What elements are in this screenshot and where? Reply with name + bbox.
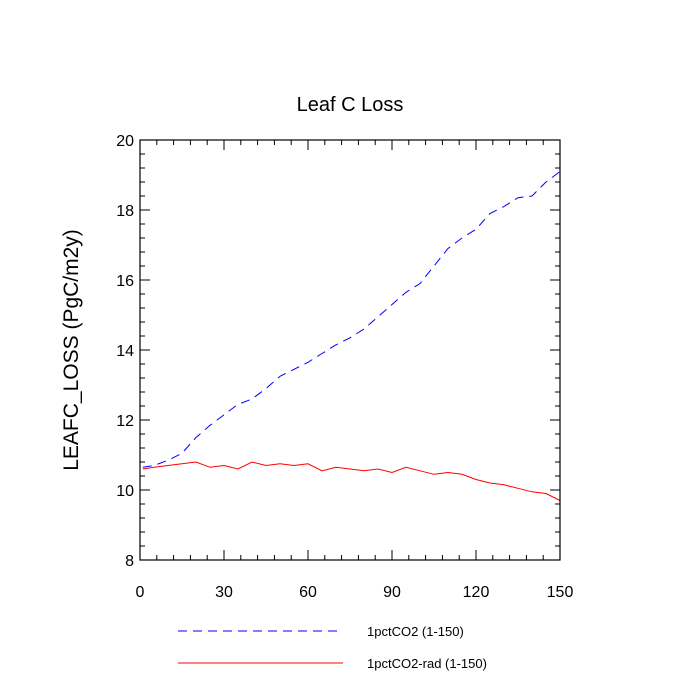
y-axis-label: LEAFC_LOSS (PgC/m2y) [60,229,83,471]
y-tick-label: 12 [116,413,134,430]
axis-ticks [139,139,561,561]
series-layer [142,171,561,501]
legend: 1pctCO2 (1-150) 1pctCO2-rad (1-150) [178,624,487,671]
chart-title: Leaf C Loss [297,94,404,116]
x-tick-label: 150 [547,584,574,601]
y-tick-label: 20 [116,133,134,150]
series-line-1 [142,171,561,468]
x-tick-label: 30 [215,584,233,601]
x-tick-label: 0 [136,584,145,601]
x-tick-label: 60 [299,584,317,601]
series-line-2 [142,461,561,501]
y-tick-label: 16 [116,273,134,290]
legend-label-1: 1pctCO2 (1-150) [367,624,464,639]
x-tick-label: 120 [463,584,490,601]
x-tick-label: 90 [383,584,401,601]
legend-label-2: 1pctCO2-rad (1-150) [367,656,487,671]
y-tick-label: 10 [116,483,134,500]
axis-tick-labels: 0 30 60 90 120 150 8 10 12 14 16 18 20 [116,133,573,601]
y-tick-label: 18 [116,203,134,220]
plot-frame [139,139,561,561]
y-tick-label: 14 [116,343,134,360]
y-tick-label: 8 [125,553,134,570]
